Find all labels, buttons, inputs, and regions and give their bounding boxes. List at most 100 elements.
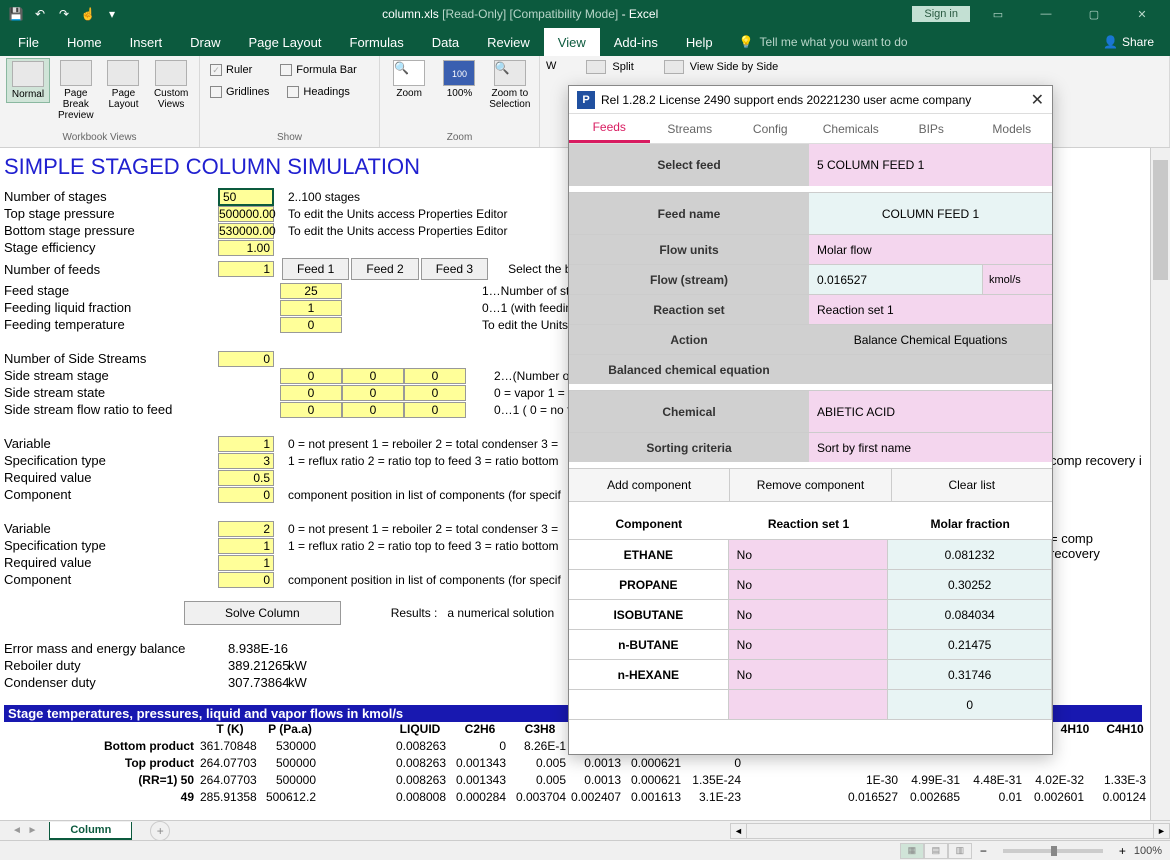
cell[interactable]: [320, 756, 390, 773]
reaction-cell[interactable]: No: [729, 600, 889, 630]
cell[interactable]: 0.001343: [450, 756, 510, 773]
tab-draw[interactable]: Draw: [176, 28, 234, 56]
feed-3-button[interactable]: Feed 3: [421, 258, 488, 280]
flow-value-input[interactable]: 0.016527: [809, 265, 982, 294]
cell-top-pressure[interactable]: 500000.00: [218, 206, 274, 222]
tab-file[interactable]: File: [4, 28, 53, 56]
cell[interactable]: 0.000621: [625, 773, 685, 790]
cell[interactable]: 361.70848: [200, 739, 260, 756]
cell-num-feeds[interactable]: 1: [218, 261, 274, 277]
cell[interactable]: 0: [342, 402, 404, 418]
reaction-cell[interactable]: No: [729, 540, 889, 570]
cell[interactable]: 0: [450, 739, 510, 756]
feed-1-button[interactable]: Feed 1: [282, 258, 349, 280]
solve-column-button[interactable]: Solve Column: [184, 601, 341, 625]
add-component-button[interactable]: Add component: [569, 469, 730, 501]
tab-models[interactable]: Models: [972, 114, 1053, 143]
fraction-cell[interactable]: 0.084034: [888, 600, 1052, 630]
cell[interactable]: 0.000621: [625, 756, 685, 773]
cell[interactable]: 0: [280, 317, 342, 333]
cell[interactable]: 285.91358: [200, 790, 260, 807]
tab-insert[interactable]: Insert: [116, 28, 177, 56]
feed-name-input[interactable]: COLUMN FEED 1: [809, 193, 1052, 234]
cell[interactable]: 0: [342, 368, 404, 384]
cell[interactable]: 0.001613: [625, 790, 685, 807]
signin-button[interactable]: Sign in: [912, 6, 970, 22]
custom-views-button[interactable]: Custom Views: [149, 58, 193, 112]
cell[interactable]: 4.48E-31: [964, 773, 1026, 787]
ribbon-options-icon[interactable]: ▭: [978, 0, 1018, 28]
tab-review[interactable]: Review: [473, 28, 544, 56]
fraction-cell[interactable]: 0.081232: [888, 540, 1052, 570]
share-button[interactable]: 👤 Share: [1091, 28, 1166, 56]
cell[interactable]: 1: [218, 436, 274, 452]
zoom-button[interactable]: 🔍Zoom: [386, 58, 432, 101]
fraction-cell[interactable]: 0.21475: [888, 630, 1052, 660]
cell[interactable]: 0.016527: [840, 790, 902, 804]
cell[interactable]: [320, 790, 390, 807]
minimize-icon[interactable]: —: [1026, 0, 1066, 28]
cell[interactable]: 0: [404, 385, 466, 401]
remove-component-button[interactable]: Remove component: [730, 469, 891, 501]
select-feed-dropdown[interactable]: 5 COLUMN FEED 1: [809, 144, 1052, 186]
cell[interactable]: 0.008263: [390, 739, 450, 756]
cell[interactable]: 3.1E-23: [685, 790, 745, 807]
maximize-icon[interactable]: ▢: [1074, 0, 1114, 28]
cell[interactable]: 530000: [260, 739, 320, 756]
tab-page-layout[interactable]: Page Layout: [235, 28, 336, 56]
cell[interactable]: 0.008008: [390, 790, 450, 807]
scroll-left-icon[interactable]: ◄: [731, 824, 747, 838]
zoom-out-button[interactable]: −: [980, 844, 987, 858]
cell[interactable]: 0: [218, 572, 274, 588]
cell[interactable]: 0.000284: [450, 790, 510, 807]
cell-num-stages[interactable]: 50: [218, 188, 274, 206]
clear-list-button[interactable]: Clear list: [892, 469, 1052, 501]
fraction-cell[interactable]: 0.30252: [888, 570, 1052, 600]
cell[interactable]: 0: [280, 385, 342, 401]
cell[interactable]: 0.01: [964, 790, 1026, 804]
tab-formulas[interactable]: Formulas: [336, 28, 418, 56]
vertical-scrollbar[interactable]: [1150, 148, 1170, 820]
qat-dropdown-icon[interactable]: ▾: [102, 4, 122, 24]
gridlines-checkbox[interactable]: Gridlines: [206, 84, 273, 100]
cell[interactable]: 1.33E-3: [1088, 773, 1146, 787]
chemical-dropdown[interactable]: ABIETIC ACID: [809, 391, 1052, 432]
cell[interactable]: 500000: [260, 756, 320, 773]
cell[interactable]: 0.00124: [1088, 790, 1146, 804]
cell-efficiency[interactable]: 1.00: [218, 240, 274, 256]
cell[interactable]: 500000: [260, 773, 320, 790]
tab-home[interactable]: Home: [53, 28, 116, 56]
new-sheet-button[interactable]: +: [150, 821, 170, 841]
touch-mode-icon[interactable]: ☝: [78, 4, 98, 24]
fraction-cell[interactable]: 0.31746: [888, 660, 1052, 690]
tellme-search[interactable]: 💡 Tell me what you want to do: [727, 28, 920, 56]
cell[interactable]: 0.002601: [1026, 790, 1088, 804]
close-icon[interactable]: ✕: [1122, 0, 1162, 28]
cell[interactable]: 4.02E-32: [1026, 773, 1088, 787]
sorting-dropdown[interactable]: Sort by first name: [809, 433, 1052, 462]
cell[interactable]: 1: [280, 300, 342, 316]
cell[interactable]: 0.0013: [570, 756, 625, 773]
undo-icon[interactable]: ↶: [30, 4, 50, 24]
feed-2-button[interactable]: Feed 2: [351, 258, 418, 280]
zoom-slider[interactable]: [1003, 849, 1103, 853]
zoom-in-button[interactable]: +: [1119, 844, 1126, 858]
cell[interactable]: 0.005: [510, 756, 570, 773]
tab-chemicals[interactable]: Chemicals: [811, 114, 892, 143]
flow-units-dropdown[interactable]: Molar flow: [809, 235, 1052, 264]
cell[interactable]: 264.07703: [200, 773, 260, 790]
ruler-checkbox[interactable]: ✓Ruler: [206, 62, 256, 78]
zoom-level[interactable]: 100%: [1134, 845, 1162, 857]
cell[interactable]: 4.99E-31: [902, 773, 964, 787]
cell[interactable]: 0: [280, 402, 342, 418]
sheet-tab-column[interactable]: Column: [49, 822, 132, 840]
reaction-cell[interactable]: No: [729, 630, 889, 660]
cell[interactable]: 8.26E-1: [510, 739, 570, 756]
cell[interactable]: 0.005: [510, 773, 570, 790]
tab-help[interactable]: Help: [672, 28, 727, 56]
cell[interactable]: 0.0013: [570, 773, 625, 790]
zoom-selection-button[interactable]: 🔍Zoom to Selection: [487, 58, 533, 112]
redo-icon[interactable]: ↷: [54, 4, 74, 24]
reaction-set-dropdown[interactable]: Reaction set 1: [809, 295, 1052, 324]
tab-view[interactable]: View: [544, 28, 600, 56]
